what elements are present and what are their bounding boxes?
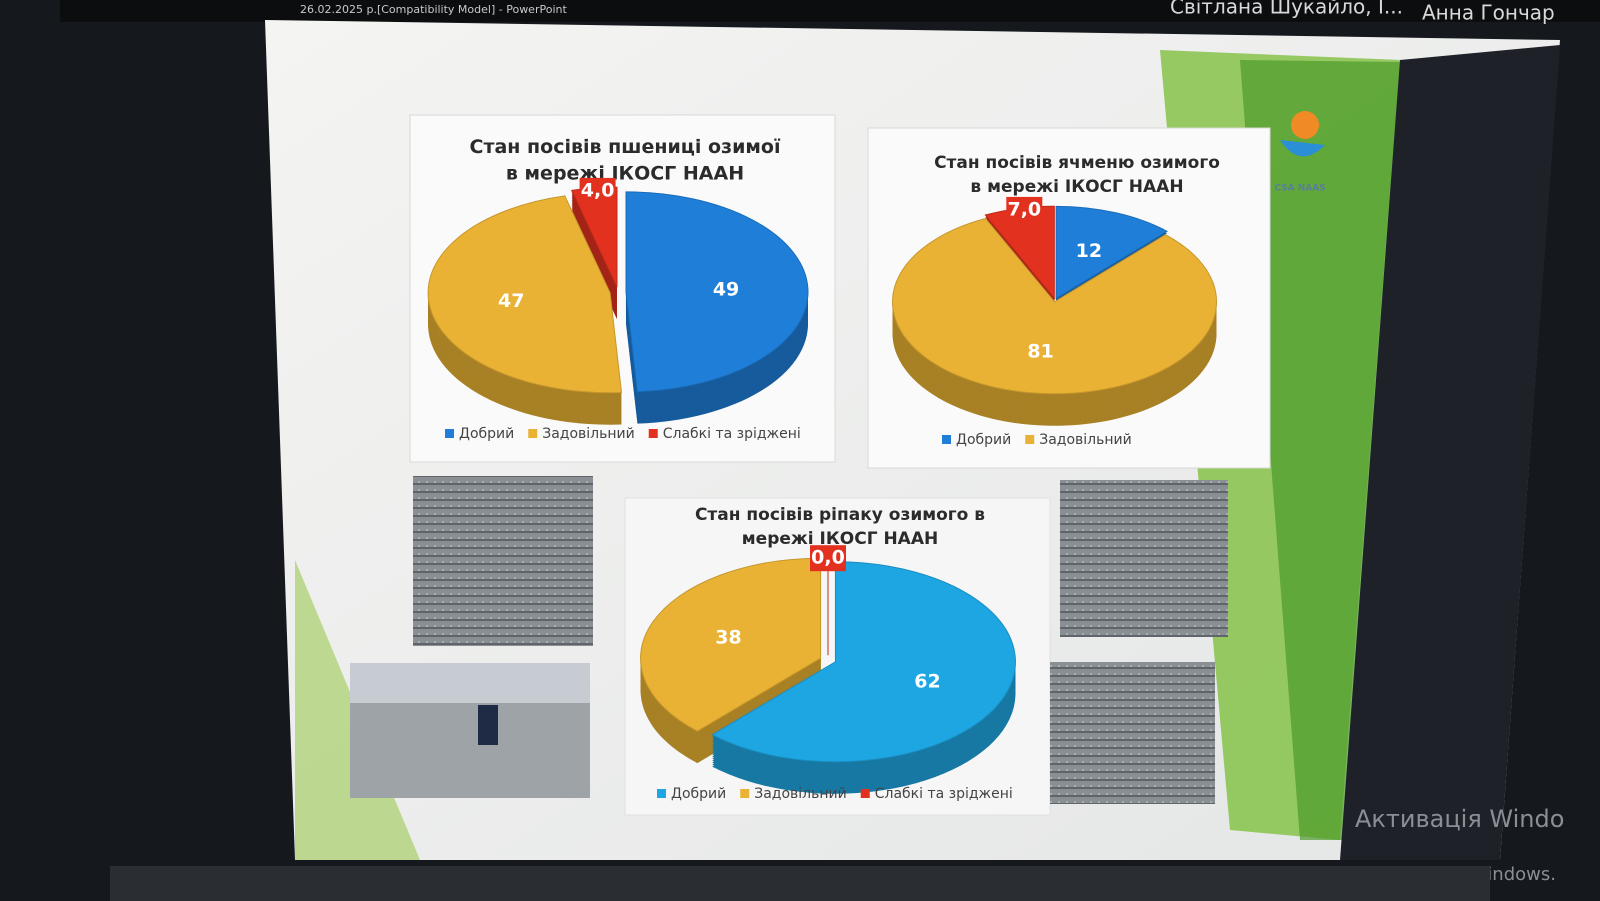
photo-sky bbox=[350, 663, 590, 703]
participant: Анна Гончар bbox=[1422, 1, 1555, 25]
dark-panel bbox=[1340, 45, 1560, 860]
legend-swatch bbox=[648, 429, 658, 438]
value-label-box bbox=[810, 545, 846, 572]
value-label: 38 bbox=[715, 626, 741, 648]
logo-text: CSA NAAS bbox=[1274, 184, 1325, 194]
activation-watermark: Активація Windo bbox=[1355, 805, 1564, 833]
legend-label: Добрий bbox=[459, 426, 514, 442]
value-label: 0,0 bbox=[811, 547, 845, 569]
pie-slice bbox=[892, 217, 1217, 395]
title-line: Стан посівів пшениці озимої bbox=[470, 136, 781, 158]
value-label: 49 bbox=[713, 279, 739, 301]
photo bbox=[1050, 662, 1215, 804]
pie-slice bbox=[427, 195, 623, 394]
legend-swatch bbox=[657, 789, 666, 798]
chart-title: Стан посівів пшениці озимої в мережі ІКОС… bbox=[470, 136, 781, 185]
value-label: 12 bbox=[1076, 240, 1102, 262]
legend-swatch bbox=[445, 429, 454, 438]
pie-slice bbox=[1055, 205, 1169, 300]
photo-person bbox=[478, 705, 498, 745]
title-line: в мережі ІКОСГ НААН bbox=[506, 162, 744, 184]
pie-slice bbox=[640, 557, 822, 732]
participant: Світлана Шукайло, І... bbox=[1170, 0, 1403, 19]
pie-slice bbox=[711, 561, 1016, 763]
value-label-box bbox=[1006, 196, 1043, 223]
legend-swatch bbox=[1025, 435, 1035, 444]
legend-label: Слабкі та зріджені bbox=[663, 426, 801, 442]
chart-title: Стан посівів ріпаку озимого в мережі ІКОС… bbox=[695, 505, 985, 549]
title-line: Стан посівів ріпаку озимого в bbox=[695, 505, 985, 525]
title-line: мережі ІКОСГ НААН bbox=[742, 529, 938, 549]
value-label: 7,0 bbox=[1007, 198, 1041, 220]
value-label: 4,0 bbox=[581, 179, 615, 201]
legend-label: Задовільний bbox=[542, 426, 635, 442]
value-label-box bbox=[579, 177, 616, 204]
logo-icon bbox=[1291, 111, 1319, 139]
legend-swatch bbox=[528, 429, 538, 438]
title-line: в мережі ІКОСГ НААН bbox=[970, 177, 1183, 197]
value-label: 81 bbox=[1027, 340, 1053, 362]
legend-swatch bbox=[860, 789, 870, 798]
legend-label: Задовільний bbox=[1039, 432, 1132, 448]
photo bbox=[1060, 480, 1228, 637]
legend-label: Задовільний bbox=[754, 786, 847, 802]
window-title: 26.02.2025 р.[Compatibility Model] - Pow… bbox=[300, 3, 567, 16]
legend-swatch bbox=[942, 435, 951, 444]
legend-swatch bbox=[740, 789, 750, 798]
photo bbox=[413, 476, 593, 646]
logo-icon bbox=[1280, 140, 1325, 157]
title-bar bbox=[60, 0, 1600, 22]
legend-label: Слабкі та зріджені bbox=[875, 786, 1013, 802]
title-line: Стан посівів ячменю озимого bbox=[934, 153, 1220, 173]
taskbar bbox=[110, 866, 1490, 901]
value-label: 62 bbox=[914, 671, 940, 693]
legend-label: Добрий bbox=[956, 432, 1011, 448]
value-label: 47 bbox=[498, 290, 524, 312]
pie-slice bbox=[625, 191, 809, 393]
legend-label: Добрий bbox=[671, 786, 726, 802]
chart-title: Стан посівів ячменю озимого в мережі ІКОС… bbox=[934, 153, 1220, 197]
